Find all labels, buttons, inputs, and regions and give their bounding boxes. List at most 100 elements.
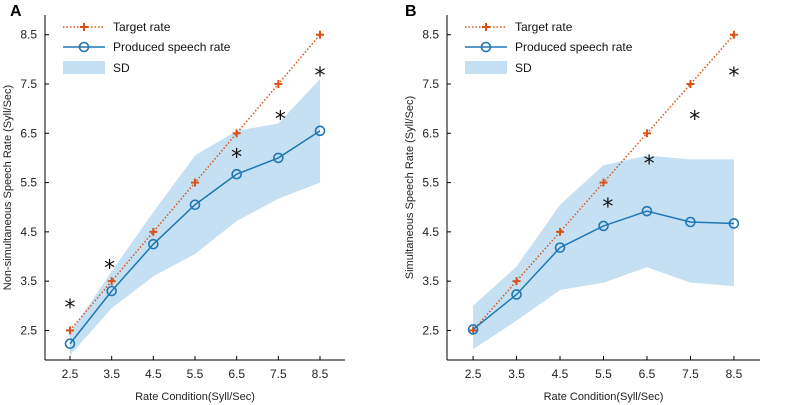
panel-letter-b: B: [405, 3, 417, 20]
y-tick-label: 5.5: [422, 176, 439, 190]
target-series-a: [66, 30, 324, 335]
target-rate-point: [686, 80, 695, 88]
x-tick-label: 2.5: [465, 367, 482, 381]
y-axis-label: Simultaneous Speech Rate (Syll/Sec): [404, 96, 416, 279]
produced-rate-point: [598, 220, 609, 232]
y-tick-label: 7.5: [20, 77, 37, 91]
target-rate-point: [599, 178, 608, 187]
legend-produced-marker: [78, 41, 90, 53]
sd-band-area: [473, 155, 734, 350]
significance-markers-a: * * * * *: [65, 64, 326, 321]
y-tick-label: 3.5: [422, 274, 439, 288]
target-rate-point: [66, 326, 74, 335]
produced-rate-point: [314, 125, 326, 137]
target-rate-point: [232, 129, 241, 138]
y-tick-label: 8.5: [20, 28, 37, 42]
target-rate-point: [512, 277, 521, 286]
produced-series-a: [64, 125, 326, 350]
produced-rate-line: [69, 130, 321, 345]
x-tick-label: 7.5: [682, 367, 699, 381]
produced-rate-point: [148, 238, 159, 250]
target-rate-point: [107, 277, 116, 286]
axes-b: [446, 15, 760, 361]
significance-marker: *: [315, 64, 326, 89]
significance-marker: *: [231, 145, 242, 170]
target-rate-point: [274, 80, 283, 88]
produced-rate-point: [106, 285, 117, 297]
y-tick-label: 4.5: [422, 225, 439, 239]
produced-rate-point: [641, 205, 653, 217]
y-tick-label: 4.5: [20, 225, 37, 239]
significance-marker: *: [644, 152, 655, 177]
y-axis-label: Non-simultaneous Speech Rate (Syll/Sec): [2, 85, 14, 290]
produced-series-b: [467, 205, 740, 335]
target-rate-point: [729, 30, 738, 39]
legend-target-marker: [482, 23, 490, 31]
x-tick-label: 3.5: [103, 367, 120, 381]
target-series-b: [469, 30, 738, 335]
x-tick-label: 7.5: [270, 367, 287, 381]
legend-target-label: Target rate: [515, 20, 573, 34]
x-tick-label: 3.5: [508, 367, 525, 381]
panel-letter-a: A: [10, 3, 22, 20]
produced-rate-point: [685, 216, 696, 228]
x-axis-label: Rate Condition(Syll/Sec): [135, 391, 255, 403]
y-tick-label: 7.5: [422, 77, 439, 91]
y-tick-label: 3.5: [20, 274, 37, 288]
y-tick-label: 6.5: [20, 126, 37, 140]
legend-target-label: Target rate: [113, 20, 171, 34]
produced-rate-point: [554, 242, 566, 253]
panel-a: A ***** 2.5 3.5 4.5 5.5 6.5 7.5 8.5 2.5 …: [2, 3, 345, 403]
produced-rate-point: [231, 168, 242, 180]
sd-band-a: [70, 79, 320, 356]
legend-a: Target rate Produced speech rate SD: [59, 17, 239, 83]
significance-marker: *: [689, 108, 700, 133]
x-tick-label: 6.5: [228, 367, 245, 381]
sd-band-area: [70, 79, 320, 356]
x-tick-label: 4.5: [552, 367, 569, 381]
target-rate-point: [149, 227, 158, 236]
x-tick-label: 6.5: [639, 367, 656, 381]
target-rate-point: [642, 129, 651, 138]
target-rate-point: [316, 30, 324, 39]
legend-produced-label: Produced speech rate: [113, 40, 231, 54]
significance-marker: *: [728, 64, 739, 89]
target-rate-point: [469, 326, 478, 335]
target-rate-point: [556, 227, 565, 236]
x-tick-label: 5.5: [187, 367, 204, 381]
axes-a: [44, 15, 345, 361]
y-tick-label: 2.5: [422, 323, 439, 337]
significance-marker: *: [65, 296, 76, 321]
legend-sd-swatch: [63, 61, 105, 74]
panel-b: B * * * * 2.5 3.5 4.5 5.5 6.5 7.5 8.5 2.5 3…: [404, 3, 760, 403]
y-tick-label: 6.5: [422, 126, 439, 140]
produced-rate-point: [189, 199, 201, 211]
significance-markers-b: * * * *: [602, 64, 739, 220]
legend-produced-label: Produced speech rate: [515, 40, 633, 54]
produced-rate-point: [511, 289, 522, 300]
produced-rate-point: [273, 152, 284, 164]
x-tick-label: 2.5: [62, 367, 79, 381]
x-tick-label: 8.5: [312, 367, 329, 381]
sd-band-b: [473, 155, 734, 350]
y-tick-label: 2.5: [20, 323, 37, 337]
legend-target-marker: [80, 23, 88, 31]
legend-b: Target rate Produced speech rate SD: [461, 17, 641, 83]
target-rate-point: [191, 178, 199, 187]
significance-marker: *: [275, 108, 286, 133]
x-axis-label: Rate Condition(Syll/Sec): [544, 391, 664, 403]
legend-produced-marker: [480, 41, 492, 53]
legend-sd-label: SD: [113, 61, 130, 75]
produced-rate-point: [467, 324, 479, 335]
produced-rate-line: [472, 210, 734, 331]
significance-marker: *: [602, 195, 613, 220]
significance-marker: *: [104, 256, 115, 281]
produced-rate-point: [64, 338, 76, 350]
x-tick-label: 4.5: [145, 367, 162, 381]
legend-sd-label: SD: [515, 61, 532, 75]
y-tick-label: 8.5: [422, 28, 439, 42]
y-tick-label: 5.5: [20, 176, 37, 190]
produced-rate-point: [728, 218, 740, 229]
legend-sd-swatch: [465, 61, 507, 74]
